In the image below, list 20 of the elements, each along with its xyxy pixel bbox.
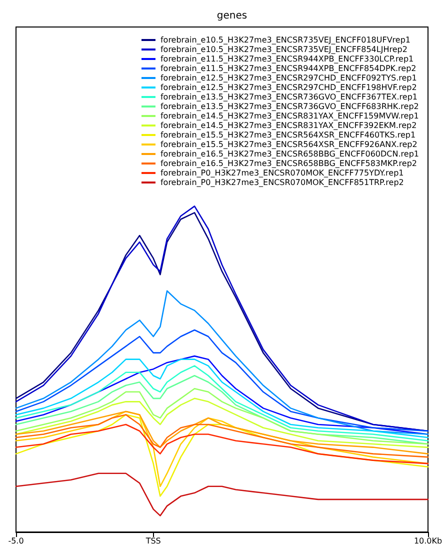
legend-label: forebrain_P0_H3K27me3_ENCSR070MOK_ENCFF775YDY.rep1 bbox=[160, 168, 404, 178]
legend-label: forebrain_e14.5_H3K27me3_ENCSR831YAX_ENCFF159MVW.rep1 bbox=[160, 112, 419, 120]
x-tick-label: 10.0Kb bbox=[414, 536, 442, 546]
legend-label: forebrain_e15.5_H3K27me3_ENCSR564XSR_ENCFF460TKS.rep1 bbox=[160, 130, 416, 140]
x-tick-label: TSS bbox=[144, 536, 161, 546]
legend-label: forebrain_e11.5_H3K27me3_ENCSR944XPB_ENCFF854DPK.rep2 bbox=[160, 64, 416, 73]
chart-title: genes bbox=[216, 10, 248, 22]
legend-label: forebrain_e16.5_H3K27me3_ENCSR658BBG_ENCFF583MKP.rep2 bbox=[160, 159, 417, 168]
x-tick-label: -5.0 bbox=[8, 536, 24, 546]
legend-label: forebrain_e12.5_H3K27me3_ENCSR297CHD_ENCFF198HVF.rep2 bbox=[160, 83, 417, 92]
legend-label: forebrain_e10.5_H3K27me3_ENCSR735VEJ_ENCFF854LJHrep2 bbox=[160, 45, 408, 54]
legend-label: forebrain_e11.5_H3K27me3_ENCSR944XPB_ENCFF330LCP.rep1 bbox=[160, 54, 414, 64]
legend-label: forebrain_e12.5_H3K27me3_ENCSR297CHD_ENCFF092TYS.rep1 bbox=[160, 74, 417, 82]
legend-label: forebrain_e13.5_H3K27me3_ENCSR736GVO_ENCFF683RHK.rep2 bbox=[160, 102, 419, 111]
legend-label: forebrain_e13.5_H3K27me3_ENCSR736GVO_ENCFF367TEX.rep1 bbox=[160, 92, 418, 102]
legend-label: forebrain_e15.5_H3K27me3_ENCSR564XSR_ENCFF926ANX.rep2 bbox=[160, 140, 418, 149]
legend-label: forebrain_e16.5_H3K27me3_ENCSR658BBG_ENCFF060DCN.rep1 bbox=[160, 150, 420, 158]
legend-label: forebrain_P0_H3K27me3_ENCSR070MOK_ENCFF851TRP.rep2 bbox=[160, 178, 404, 187]
legend-label: forebrain_e10.5_H3K27me3_ENCSR735VEJ_ENCFF018UFVrep1 bbox=[160, 36, 411, 44]
legend-label: forebrain_e14.5_H3K27me3_ENCSR831YAX_ENCFF392EKM.rep2 bbox=[160, 121, 417, 130]
